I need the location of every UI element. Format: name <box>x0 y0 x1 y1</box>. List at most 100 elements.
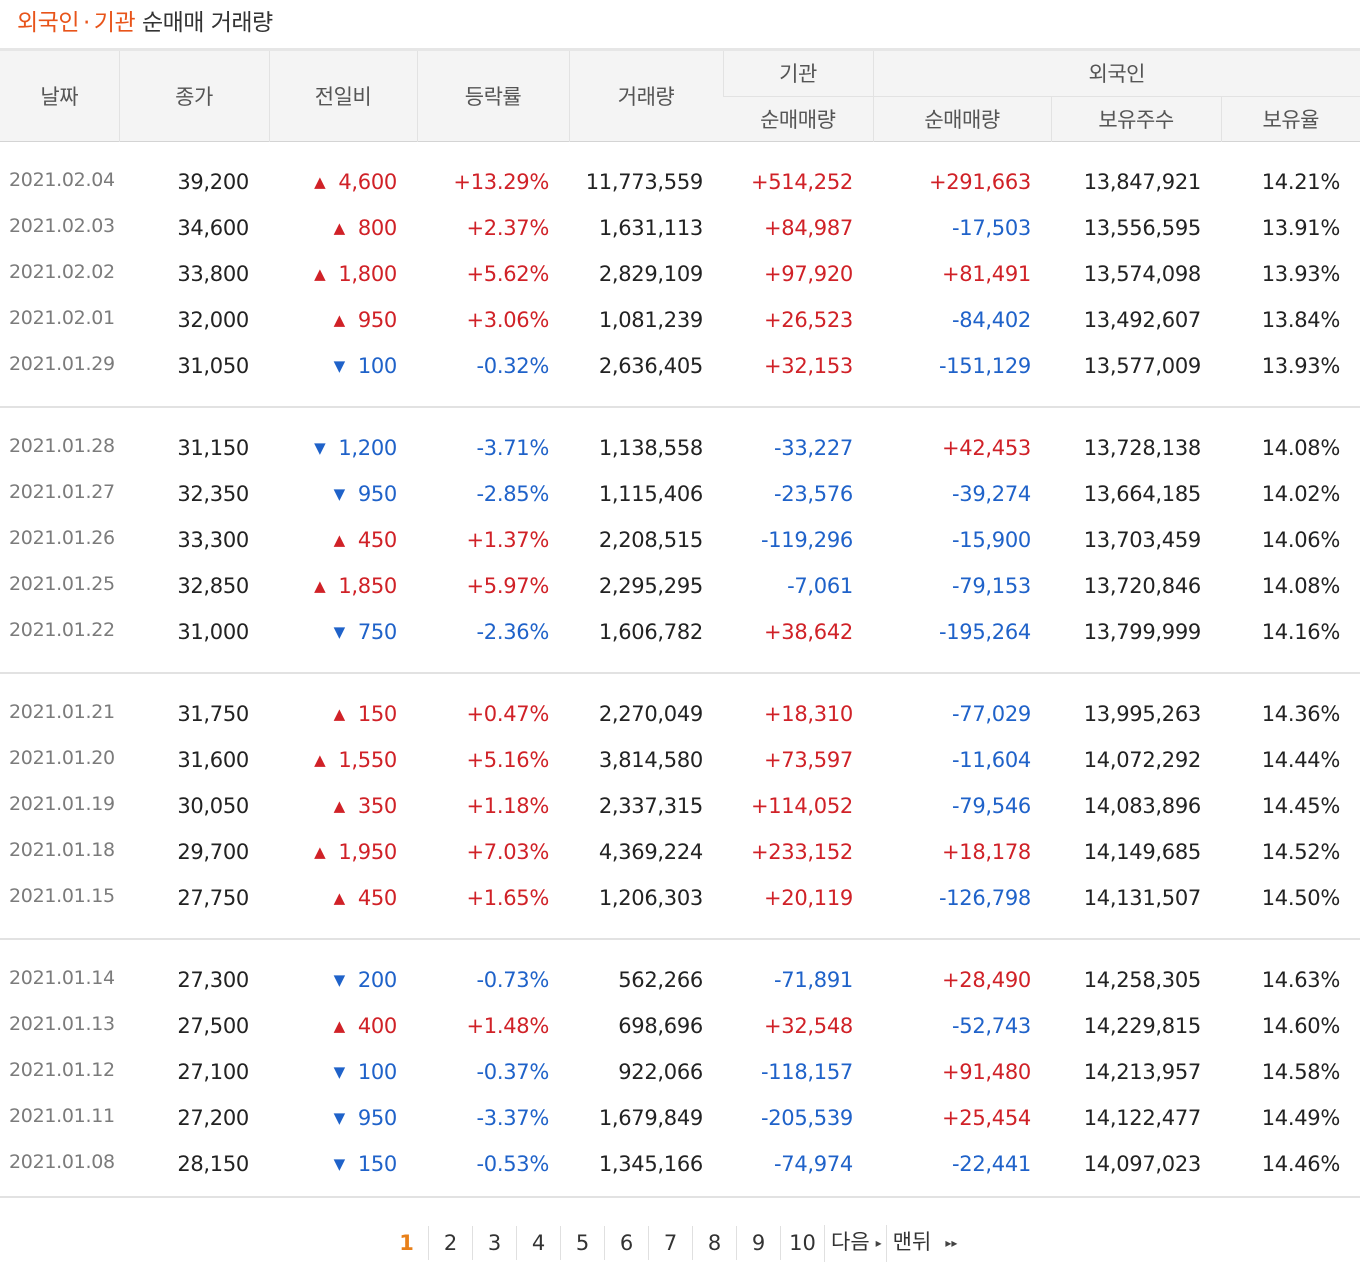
cell-ratio: 14.58% <box>1261 1060 1341 1084</box>
cell-volume: 1,138,558 <box>598 436 703 460</box>
cell-foreign-net: -17,503 <box>952 216 1031 240</box>
up-triangle-icon: ▲ <box>314 265 326 283</box>
cell-date: 2021.01.18 <box>9 839 115 861</box>
cell-inst-net: +20,119 <box>764 886 853 910</box>
last-label: 맨뒤 <box>892 1229 932 1254</box>
page-link-10[interactable]: 10 <box>780 1226 824 1260</box>
down-triangle-icon: ▼ <box>333 623 346 641</box>
cell-volume: 1,345,166 <box>598 1152 703 1176</box>
cell-change-value: 400 <box>357 1014 397 1038</box>
cell-inst-net: -118,157 <box>760 1060 853 1084</box>
cell-holdings: 14,083,896 <box>1083 794 1202 818</box>
cell-inst-net: +18,310 <box>764 702 853 726</box>
header-holdings: 보유주수 <box>1050 96 1221 142</box>
cell-change-value: 1,850 <box>338 574 397 598</box>
cell-change: ▼ 100 <box>269 343 417 389</box>
cell-holdings: 14,122,477 <box>1083 1106 1202 1130</box>
cell-close: 27,300 <box>177 968 249 992</box>
page-title: 외국인 · 기관 순매매 거래량 <box>17 8 273 38</box>
table-row: 2021.01.11 27,200 ▼ 950 -3.37% 1,679,849 -205,… <box>0 1095 1360 1141</box>
next-label: 다음 <box>831 1229 870 1254</box>
cell-change-value: 450 <box>357 886 397 910</box>
cell-date: 2021.02.03 <box>9 215 115 237</box>
table-row: 2021.01.14 27,300 ▼ 200 -0.73% 562,266 -71,891… <box>0 957 1360 1003</box>
cell-inst-net: +514,252 <box>750 170 853 194</box>
cell-inst-net: -119,296 <box>760 528 853 552</box>
cell-rate: -0.73% <box>476 968 550 992</box>
cell-rate: +5.16% <box>466 748 549 772</box>
cell-change: ▼ 950 <box>269 1095 417 1141</box>
cell-change-value: 950 <box>357 1106 397 1130</box>
cell-inst-net: -74,974 <box>774 1152 853 1176</box>
cell-close: 32,000 <box>177 308 249 332</box>
cell-change: ▲ 350 <box>269 783 417 829</box>
title-separator: · <box>82 10 90 36</box>
title-rest: 순매매 거래량 <box>141 10 273 36</box>
cell-change-value: 100 <box>357 1060 397 1084</box>
cell-date: 2021.01.13 <box>9 1013 115 1035</box>
cell-volume: 562,266 <box>618 968 703 992</box>
header-change: 전일비 <box>268 49 417 142</box>
table-row: 2021.01.19 30,050 ▲ 350 +1.18% 2,337,315 +114,… <box>0 783 1360 829</box>
cell-holdings: 13,703,459 <box>1083 528 1202 552</box>
cell-ratio: 13.93% <box>1261 262 1341 286</box>
cell-volume: 1,606,782 <box>598 620 703 644</box>
cell-inst-net: +38,642 <box>764 620 853 644</box>
cell-rate: +5.97% <box>466 574 549 598</box>
cell-change: ▼ 1,200 <box>269 425 417 471</box>
cell-date: 2021.01.14 <box>9 967 115 989</box>
header-inst-net: 순매매량 <box>723 96 873 142</box>
cell-close: 33,800 <box>177 262 249 286</box>
table-row: 2021.01.15 27,750 ▲ 450 +1.65% 1,206,303 +20,1… <box>0 875 1360 921</box>
page-link-4[interactable]: 4 <box>516 1226 560 1260</box>
cell-date: 2021.01.25 <box>9 573 115 595</box>
group-spacer <box>0 408 1360 425</box>
up-triangle-icon: ▲ <box>314 173 326 191</box>
cell-close: 32,350 <box>177 482 249 506</box>
cell-close: 31,150 <box>177 436 249 460</box>
page-link-2[interactable]: 2 <box>428 1226 472 1260</box>
title-foreign: 외국인 <box>17 10 79 36</box>
cell-inst-net: -7,061 <box>787 574 853 598</box>
cell-rate: +13.29% <box>453 170 549 194</box>
table-row: 2021.01.25 32,850 ▲ 1,850 +5.97% 2,295,295 -7,… <box>0 563 1360 609</box>
page-link-5[interactable]: 5 <box>560 1226 604 1260</box>
trading-table: 날짜 종가 전일비 등락률 거래량 기관 외국인 순매매량 순매매량 보유주수 … <box>0 48 1361 1204</box>
cell-change: ▲ 1,850 <box>269 563 417 609</box>
cell-ratio: 14.45% <box>1261 794 1341 818</box>
cell-change: ▲ 150 <box>269 691 417 737</box>
cell-inst-net: +84,987 <box>764 216 853 240</box>
cell-change-value: 450 <box>357 528 397 552</box>
page-link-1[interactable]: 1 <box>399 1231 414 1255</box>
cell-date: 2021.01.19 <box>9 793 115 815</box>
up-triangle-icon: ▲ <box>314 577 326 595</box>
group-spacer <box>0 921 1360 939</box>
cell-foreign-net: +25,454 <box>942 1106 1031 1130</box>
cell-foreign-net: -79,153 <box>952 574 1031 598</box>
cell-holdings: 13,574,098 <box>1083 262 1202 286</box>
cell-foreign-net: +42,453 <box>942 436 1031 460</box>
page-link-7[interactable]: 7 <box>648 1226 692 1260</box>
page-link-9[interactable]: 9 <box>736 1226 780 1260</box>
table-row: 2021.01.20 31,600 ▲ 1,550 +5.16% 3,814,580 +73… <box>0 737 1360 783</box>
group-spacer <box>0 674 1360 691</box>
cell-rate: +1.18% <box>466 794 549 818</box>
cell-inst-net: -23,576 <box>774 482 853 506</box>
table-row: 2021.01.08 28,150 ▼ 150 -0.53% 1,345,166 -74,9… <box>0 1141 1360 1187</box>
cell-close: 31,750 <box>177 702 249 726</box>
cell-close: 39,200 <box>177 170 249 194</box>
last-page-button[interactable]: 맨뒤 ▸▸ <box>885 1224 962 1262</box>
cell-date: 2021.01.27 <box>9 481 115 503</box>
next-arrow-icon: ▸ <box>875 1235 882 1250</box>
cell-change-value: 1,800 <box>338 262 397 286</box>
next-page-button[interactable]: 다음 ▸ <box>824 1224 886 1262</box>
cell-change: ▼ 150 <box>269 1141 417 1187</box>
page-link-6[interactable]: 6 <box>604 1226 648 1260</box>
cell-close: 27,750 <box>177 886 249 910</box>
cell-foreign-net: -11,604 <box>952 748 1031 772</box>
cell-change-value: 1,200 <box>338 436 397 460</box>
page-link-8[interactable]: 8 <box>692 1226 736 1260</box>
up-triangle-icon: ▲ <box>333 311 346 329</box>
cell-date: 2021.01.28 <box>9 435 115 457</box>
page-link-3[interactable]: 3 <box>472 1226 516 1260</box>
